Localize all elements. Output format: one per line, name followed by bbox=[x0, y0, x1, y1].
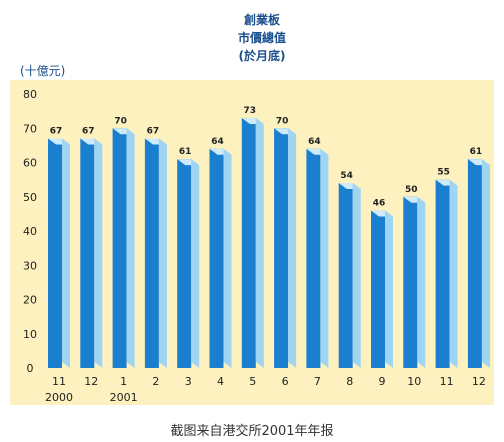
bar-front-face bbox=[403, 196, 418, 368]
bar-value-label: 67 bbox=[82, 127, 95, 137]
bar-front-face bbox=[338, 183, 353, 368]
x-tick-label: 6 bbox=[282, 375, 289, 388]
y-tick-label: 70 bbox=[23, 122, 37, 135]
bar-side-face bbox=[288, 128, 297, 368]
y-tick-label: 30 bbox=[23, 259, 37, 272]
x-tick-label: 10 bbox=[407, 375, 421, 388]
bar-value-label: 61 bbox=[179, 147, 192, 157]
bar-side-face bbox=[62, 138, 70, 368]
bar bbox=[435, 179, 458, 368]
bar-front-face bbox=[144, 138, 159, 368]
x-tick-label: 4 bbox=[217, 375, 224, 388]
bar-front-face bbox=[371, 210, 385, 368]
bar bbox=[144, 138, 167, 368]
bar bbox=[403, 196, 426, 368]
x-tick-label: 1 bbox=[120, 375, 127, 388]
bar-front-face bbox=[112, 128, 127, 368]
bar-front-face bbox=[209, 148, 224, 368]
bar-value-label: 46 bbox=[373, 198, 386, 208]
bar-side-face bbox=[449, 179, 458, 368]
bar-chart: 創業板 市價總值 (於月底) (十億元) 0102030405060708067… bbox=[10, 12, 494, 405]
bar-side-face bbox=[158, 138, 167, 368]
x-tick-label: 7 bbox=[314, 375, 321, 388]
bar-front-face bbox=[80, 138, 95, 368]
bar bbox=[241, 117, 264, 368]
bar-value-label: 67 bbox=[50, 127, 63, 137]
y-tick-label: 80 bbox=[23, 88, 37, 101]
y-tick-label: 50 bbox=[23, 191, 37, 204]
bar-side-face bbox=[223, 148, 232, 368]
x-tick-label: 8 bbox=[346, 375, 353, 388]
bar-front-face bbox=[467, 159, 482, 368]
bar-front-face bbox=[177, 159, 192, 368]
y-tick-label: 10 bbox=[23, 328, 37, 341]
bar-value-label: 70 bbox=[276, 116, 289, 126]
bar bbox=[338, 183, 361, 368]
bar-front-face bbox=[48, 138, 62, 368]
bar-value-label: 73 bbox=[244, 106, 257, 116]
y-tick-label: 0 bbox=[27, 362, 34, 375]
x-tick-label: 9 bbox=[379, 375, 386, 388]
bar-side-face bbox=[352, 183, 361, 368]
bar-value-label: 50 bbox=[405, 185, 418, 195]
y-tick-label: 20 bbox=[23, 294, 37, 307]
y-axis-unit-label: (十億元) bbox=[20, 64, 65, 78]
chart-title-line-3: (於月底) bbox=[239, 48, 286, 63]
bar-value-label: 64 bbox=[211, 137, 224, 147]
y-tick-label: 60 bbox=[23, 157, 37, 170]
x-year-label: 2001 bbox=[110, 391, 138, 404]
bar bbox=[177, 159, 200, 368]
image-caption: 截图来自港交所2001年年报 bbox=[170, 424, 334, 439]
bar-side-face bbox=[385, 210, 393, 368]
bar-value-label: 55 bbox=[437, 168, 450, 178]
bar bbox=[274, 128, 297, 368]
bar-side-face bbox=[191, 159, 200, 368]
bar-value-label: 67 bbox=[147, 127, 160, 137]
bar-value-label: 61 bbox=[470, 147, 483, 157]
bar bbox=[80, 138, 103, 368]
bar-side-face bbox=[255, 117, 264, 368]
x-tick-label: 12 bbox=[84, 375, 98, 388]
bar-value-label: 64 bbox=[308, 137, 321, 147]
x-tick-label: 12 bbox=[472, 375, 486, 388]
bar bbox=[209, 148, 232, 368]
bar-value-label: 54 bbox=[340, 171, 353, 181]
bar-side-face bbox=[417, 196, 426, 368]
bar-side-face bbox=[320, 148, 329, 368]
bar bbox=[48, 138, 70, 368]
bar-side-face bbox=[126, 128, 135, 368]
bar bbox=[306, 148, 329, 368]
bar-front-face bbox=[435, 179, 450, 368]
x-tick-label: 11 bbox=[440, 375, 454, 388]
y-tick-label: 40 bbox=[23, 225, 37, 238]
x-tick-label: 3 bbox=[185, 375, 192, 388]
bar-value-label: 70 bbox=[114, 116, 127, 126]
chart-title-line-1: 創業板 bbox=[243, 12, 281, 27]
x-tick-label: 5 bbox=[249, 375, 256, 388]
bar-front-face bbox=[306, 148, 321, 368]
bar-side-face bbox=[481, 159, 490, 368]
bar bbox=[371, 210, 393, 368]
bar-side-face bbox=[94, 138, 103, 368]
bar-front-face bbox=[241, 117, 256, 368]
bar bbox=[467, 159, 490, 368]
bar bbox=[112, 128, 135, 368]
x-tick-label: 11 bbox=[52, 375, 66, 388]
chart-title-line-2: 市價總值 bbox=[238, 30, 286, 45]
x-year-label: 2000 bbox=[45, 391, 73, 404]
x-tick-label: 2 bbox=[152, 375, 159, 388]
bar-front-face bbox=[274, 128, 289, 368]
